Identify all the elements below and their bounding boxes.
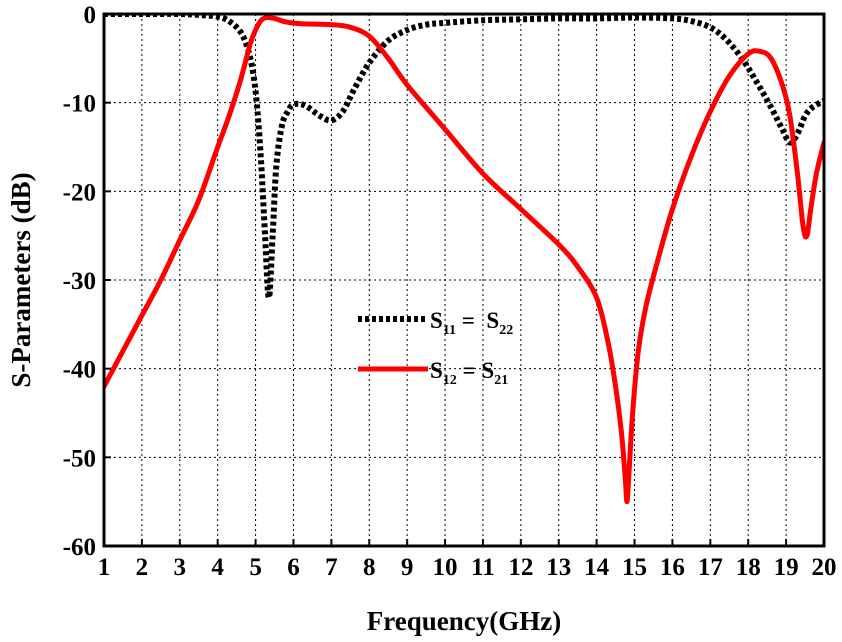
legend-s21-mid: = S xyxy=(457,358,494,383)
legend: S11 = S22 S12 = S21 xyxy=(358,308,513,388)
x-tick-label: 13 xyxy=(546,554,571,581)
legend-s21-main: S xyxy=(430,358,443,383)
series-layer xyxy=(104,14,824,505)
y-tick-label: -40 xyxy=(63,357,96,384)
x-tick-label: 18 xyxy=(736,554,761,581)
y-axis-title: S-Parameters (dB) xyxy=(6,172,36,387)
x-tick-label: 3 xyxy=(174,554,187,581)
x-tick-label: 19 xyxy=(774,554,799,581)
x-tick-label: 12 xyxy=(508,554,533,581)
y-tick-label: 0 xyxy=(84,2,97,29)
y-tick-label: -60 xyxy=(63,534,96,561)
y-tick-label: -20 xyxy=(63,179,96,206)
y-tick-label: -10 xyxy=(63,91,96,118)
x-tick-label: 2 xyxy=(136,554,149,581)
series-line-s11 xyxy=(104,14,824,301)
x-tick-label: 16 xyxy=(660,554,685,581)
x-tick-label: 9 xyxy=(401,554,414,581)
legend-s11-sub1: 11 xyxy=(443,323,456,338)
x-tick-label: 7 xyxy=(325,554,338,581)
legend-s11-sub2: 22 xyxy=(499,323,513,338)
legend-s11-mid: = S xyxy=(456,308,499,333)
y-tick-label: -30 xyxy=(63,268,96,295)
legend-s21-sub1: 12 xyxy=(443,373,457,388)
x-tick-label: 5 xyxy=(249,554,262,581)
x-tick-label: 15 xyxy=(622,554,647,581)
x-tick-label: 8 xyxy=(363,554,376,581)
x-tick-label: 17 xyxy=(698,554,723,581)
legend-s11-main: S xyxy=(430,308,443,333)
x-axis-title: Frequency(GHz) xyxy=(367,606,561,636)
legend-s21-sub2: 21 xyxy=(494,373,508,388)
x-tick-label: 14 xyxy=(584,554,610,581)
series-line-s21 xyxy=(104,14,824,505)
grid xyxy=(104,14,824,546)
x-tick-label: 11 xyxy=(471,554,495,581)
legend-label-s21: S12 = S21 xyxy=(430,358,508,388)
x-tick-label: 4 xyxy=(211,554,224,581)
legend-label-s11: S11 = S22 xyxy=(430,308,513,338)
tick-labels: 1 2 3 4 5 6 7 8 9 10 11 12 13 14 15 16 17 18 19 200-10-20-3… xyxy=(63,2,837,581)
x-tick-label: 6 xyxy=(287,554,300,581)
x-tick-label: 10 xyxy=(433,554,458,581)
x-tick-label: 1 xyxy=(98,554,111,581)
x-tick-label: 20 xyxy=(812,554,837,581)
y-tick-label: -50 xyxy=(63,445,96,472)
